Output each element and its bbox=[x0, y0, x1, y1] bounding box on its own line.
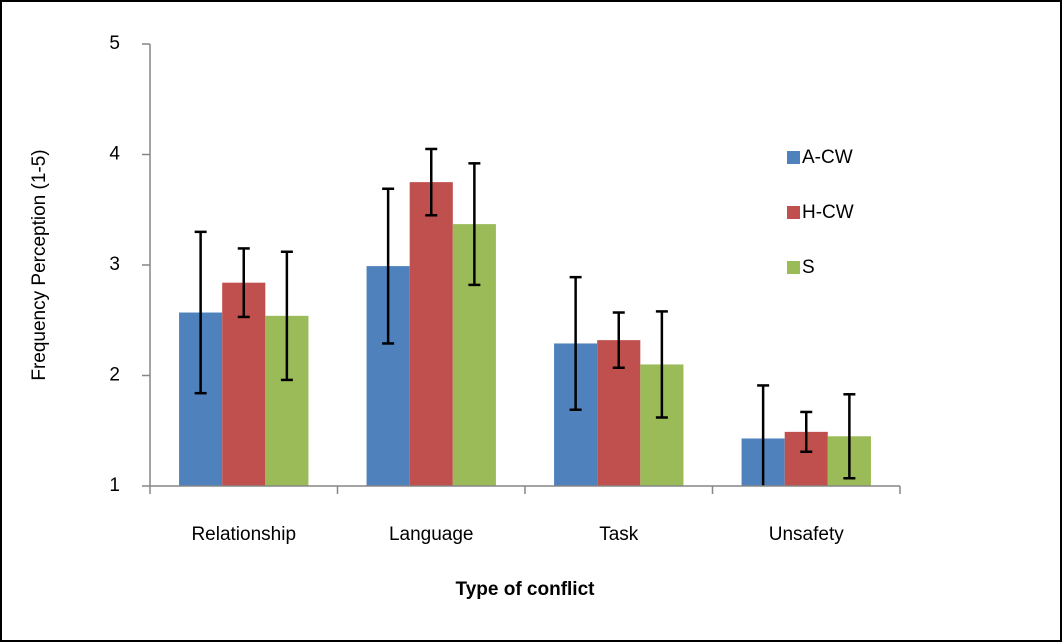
legend-swatch bbox=[787, 206, 800, 219]
legend-label: S bbox=[802, 257, 815, 278]
y-axis-title: Frequency Perception (1-5) bbox=[29, 149, 50, 380]
bar bbox=[409, 182, 453, 486]
y-tick-label: 1 bbox=[109, 475, 120, 496]
legend-label: A-CW bbox=[802, 147, 853, 168]
x-tick-label: Task bbox=[599, 524, 639, 545]
legend-swatch bbox=[787, 151, 800, 164]
legend-swatch bbox=[787, 261, 800, 274]
y-tick-label: 2 bbox=[109, 365, 120, 386]
y-tick-label: 3 bbox=[109, 254, 120, 275]
x-tick-label: Relationship bbox=[191, 524, 296, 545]
x-tick-label: Unsafety bbox=[769, 524, 844, 545]
x-tick-label: Language bbox=[389, 524, 474, 545]
y-tick-label: 4 bbox=[109, 144, 120, 165]
x-axis-title: Type of conflict bbox=[456, 579, 596, 600]
y-tick-label: 5 bbox=[109, 33, 120, 54]
legend-label: H-CW bbox=[802, 202, 854, 223]
